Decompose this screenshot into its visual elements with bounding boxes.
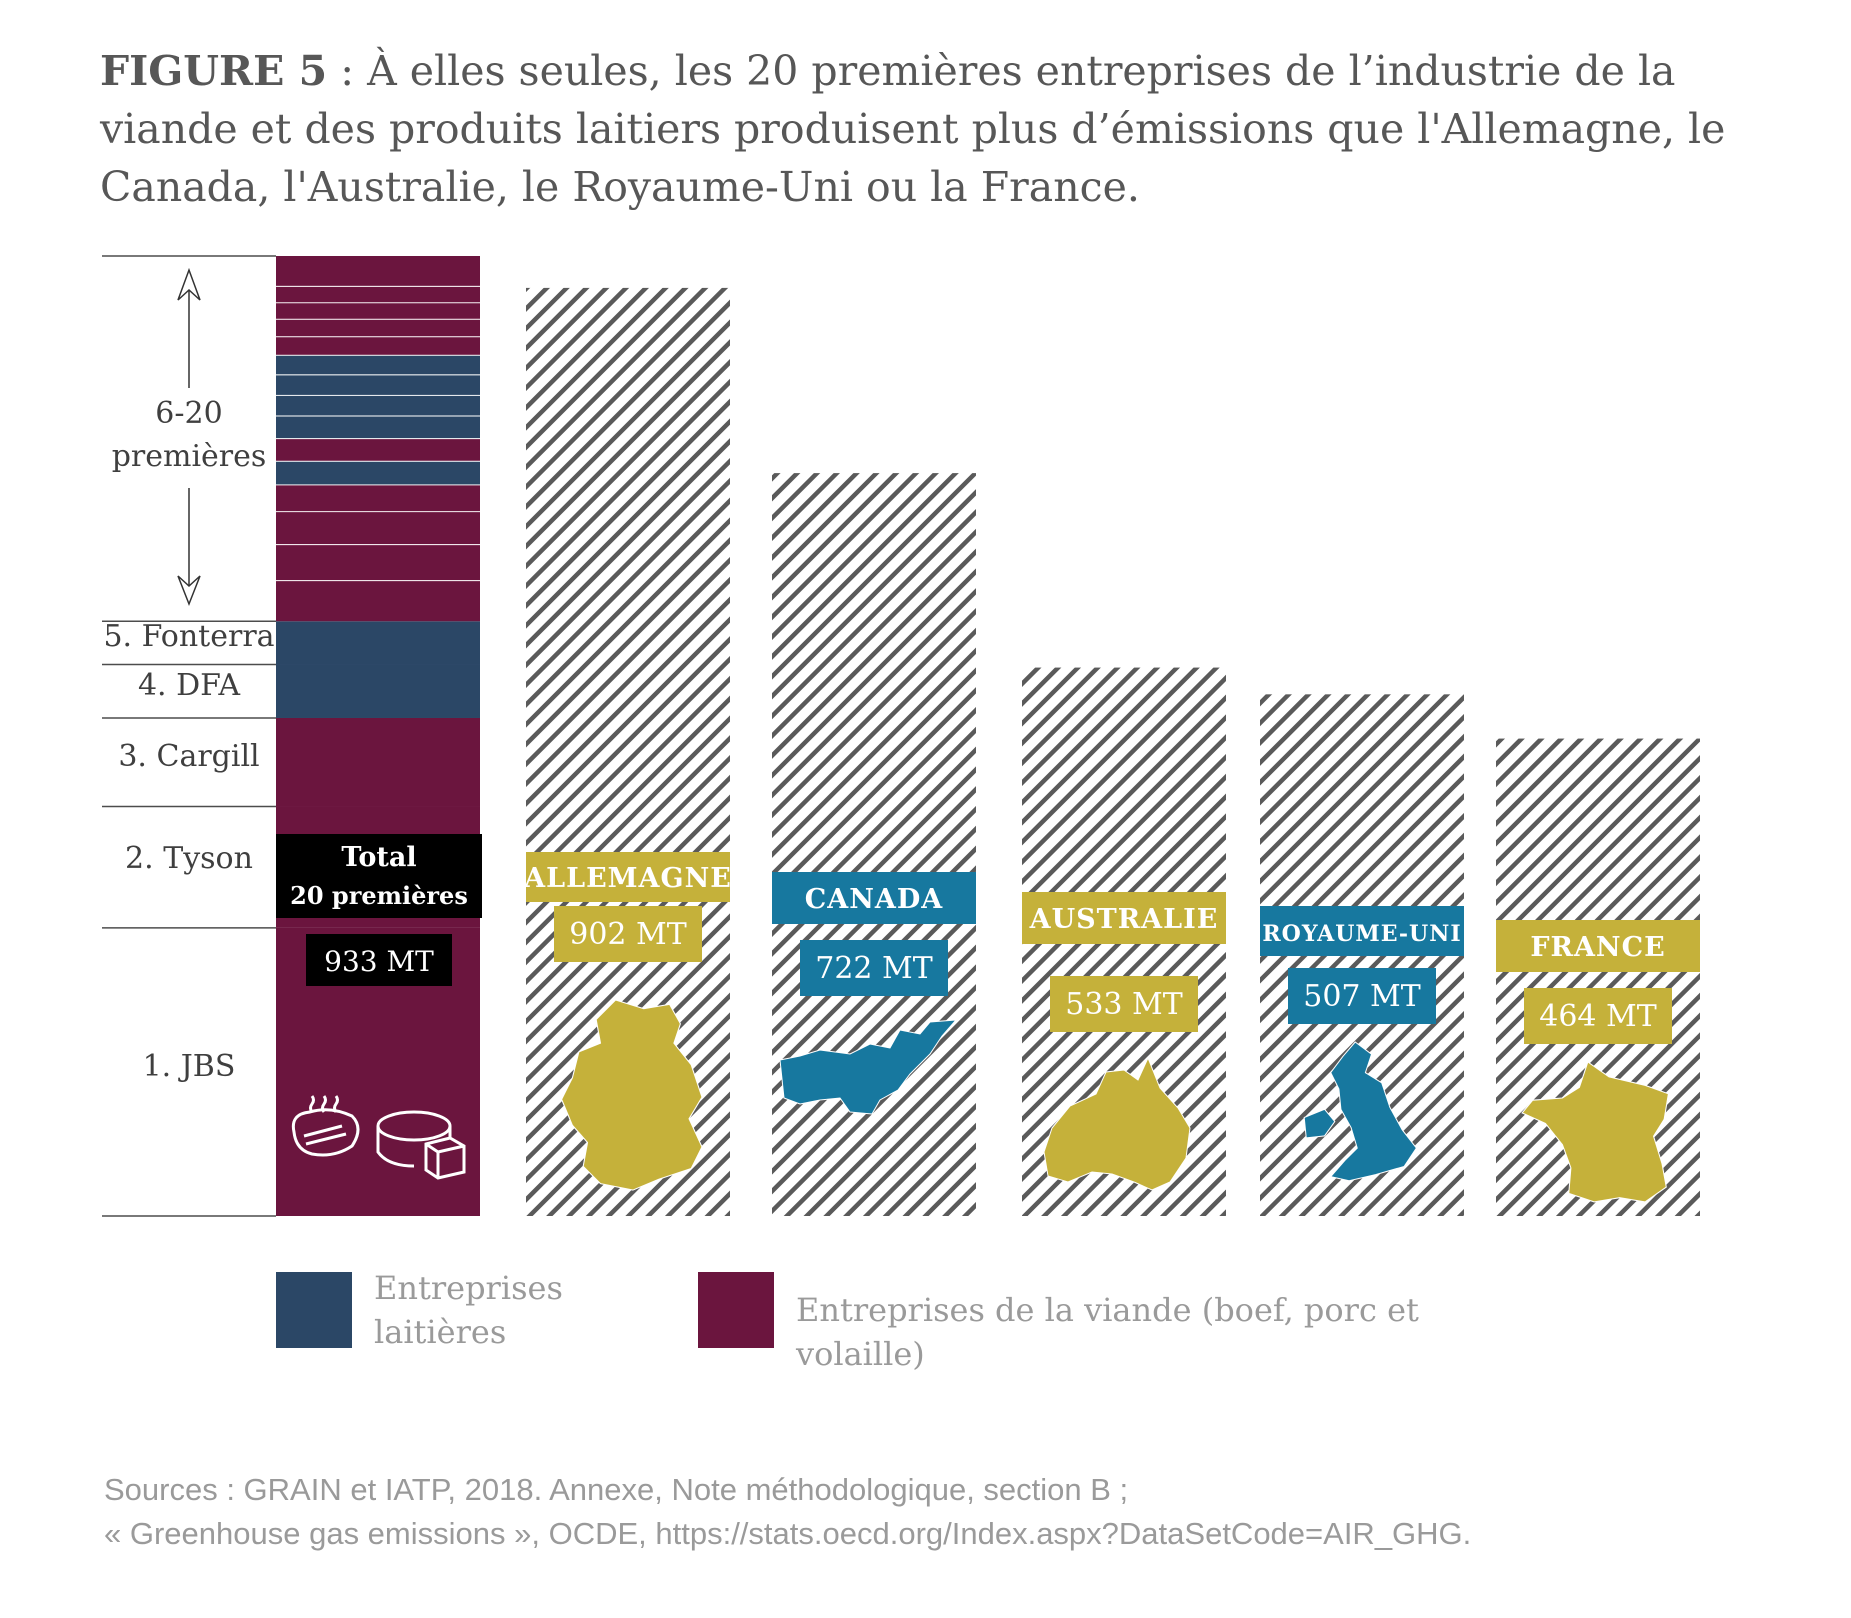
sources-note: Sources : GRAIN et IATP, 2018. Annexe, N…	[104, 1468, 1804, 1556]
group-label-line1: 6-20	[155, 396, 222, 431]
down-arrow-icon	[177, 575, 201, 607]
country-tag	[526, 852, 730, 902]
sources-line-1: Sources : GRAIN et IATP, 2018. Annexe, N…	[104, 1472, 1129, 1507]
steak-icon	[291, 1095, 360, 1157]
legend-meat-swatch	[698, 1272, 774, 1348]
legend-meat-label: Entreprises de la viande (boef, porc et …	[796, 1291, 1419, 1373]
company-segment	[276, 511, 480, 545]
germany-map-icon	[561, 999, 703, 1191]
country-value-label: 507 MT	[1303, 979, 1421, 1014]
country-value-label: 722 MT	[815, 951, 933, 986]
total-label-line1: Total	[341, 842, 416, 873]
value-tag	[800, 940, 948, 996]
country-bars: ALLEMAGNE 902 MT CANADA 722 MT AUSTRALIE 533 …	[523, 287, 1700, 1217]
company-segment	[276, 664, 480, 718]
up-arrow-icon	[177, 267, 201, 301]
company-segment	[276, 354, 480, 375]
value-tag	[1524, 988, 1672, 1044]
company-segment	[276, 374, 480, 395]
country-name-label: CANADA	[805, 884, 943, 915]
country-value-label: 464 MT	[1539, 999, 1657, 1034]
sources-line-2: « Greenhouse gas emissions », OCDE, http…	[104, 1516, 1472, 1551]
legend-dairy-swatch	[276, 1272, 352, 1348]
company-segment	[276, 318, 480, 337]
company-segment	[276, 438, 480, 461]
company-segment	[276, 621, 480, 665]
labels: 1. JBS 2. Tyson 3. Cargill 4. DFA 5. Fonterr…	[103, 267, 482, 1180]
company-segment	[276, 580, 480, 622]
company-segment	[276, 717, 480, 807]
chart-canvas: ALLEMAGNE 902 MT CANADA 722 MT AUSTRALIE 533 …	[102, 255, 1700, 1217]
company-segment	[276, 285, 480, 303]
company-segment	[276, 394, 480, 416]
company-segment	[276, 460, 480, 485]
country-tag	[1260, 906, 1464, 956]
australia-map-icon	[1043, 1056, 1191, 1191]
company-label: 2. Tyson	[125, 841, 253, 876]
figure-number: FIGURE 5	[100, 47, 328, 95]
company-label: 1. JBS	[143, 1049, 236, 1084]
total-label-box	[276, 834, 482, 918]
title-text: : À elles seules, les 20 premières entre…	[100, 47, 1726, 211]
country-value-label: 533 MT	[1065, 987, 1183, 1022]
company-segment	[276, 484, 480, 512]
total-value-label: 933 MT	[324, 945, 434, 978]
country-tag	[772, 872, 976, 924]
country-name-label: AUSTRALIE	[1029, 904, 1219, 935]
company-label: 4. DFA	[138, 668, 240, 703]
company-segment	[276, 302, 480, 319]
country-name-label: ROYAUME-UNI	[1262, 921, 1461, 947]
value-tag	[1050, 976, 1198, 1032]
company-segment	[276, 336, 480, 355]
france-map-icon	[1521, 1061, 1669, 1203]
country-name-label: ALLEMAGNE	[523, 863, 732, 894]
canada-map-icon	[779, 1019, 958, 1115]
cheese-icon	[376, 1110, 466, 1180]
chart-title: FIGURE 5 : À elles seules, les 20 premiè…	[100, 42, 1750, 216]
country-tag	[1022, 892, 1226, 944]
legend-dairy-label: Entreprises laitières	[374, 1269, 563, 1351]
value-tag	[1288, 968, 1436, 1024]
company-segment	[276, 256, 480, 286]
total-value-box	[306, 934, 452, 986]
company-segment	[276, 544, 480, 581]
total-label-line2: 20 premières	[290, 881, 468, 910]
uk-map-icon	[1303, 1041, 1418, 1182]
country-name-label: FRANCE	[1530, 932, 1665, 963]
company-segment	[276, 415, 480, 439]
value-tag	[554, 906, 702, 962]
company-label: 3. Cargill	[118, 739, 259, 774]
group-label-line2: premières	[112, 439, 267, 474]
company-label: 5. Fonterra	[103, 619, 274, 654]
country-tag	[1496, 920, 1700, 972]
country-value-label: 902 MT	[569, 917, 687, 952]
